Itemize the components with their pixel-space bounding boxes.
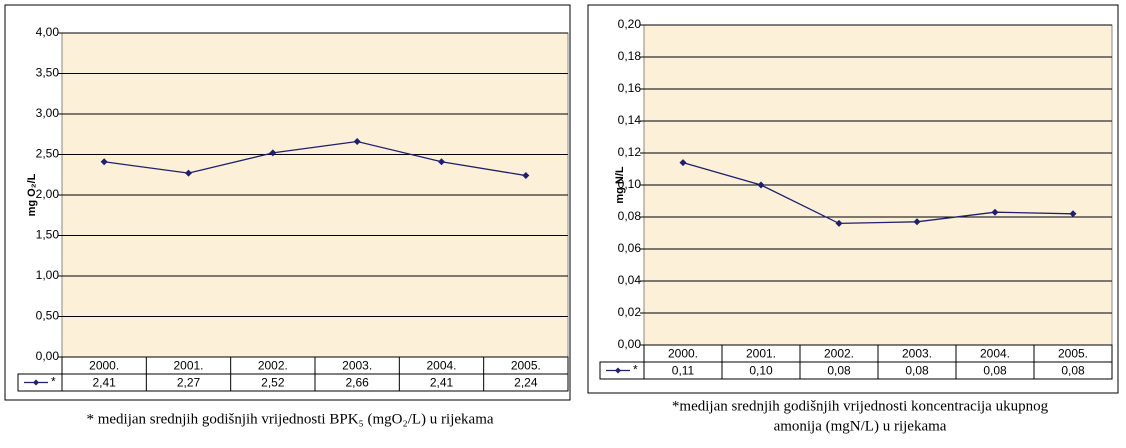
- data-point: [679, 159, 687, 167]
- value-label: 2,52: [261, 376, 285, 390]
- value-label: 0,10: [749, 364, 773, 378]
- y-tick-label: 0,10: [618, 177, 642, 191]
- data-point: [269, 149, 277, 157]
- y-tick-label: 1,50: [36, 228, 60, 242]
- data-point: [913, 218, 921, 226]
- legend-marker: [615, 367, 621, 374]
- value-label: 0,11: [672, 364, 695, 378]
- caption: amonija (mgN/L) u rijekama: [774, 418, 947, 434]
- value-label: 2,24: [514, 376, 538, 390]
- value-label: 0,08: [905, 364, 929, 378]
- y-tick-label: 2,00: [36, 187, 60, 201]
- y-axis-label: mg O₂/L: [26, 173, 38, 216]
- x-tick-label: 2002.: [258, 359, 288, 373]
- y-tick-label: 0,00: [618, 337, 642, 351]
- x-tick-label: 2004.: [980, 347, 1010, 361]
- data-point: [522, 172, 530, 180]
- x-tick-label: 2000.: [89, 359, 119, 373]
- y-tick-label: 3,00: [36, 106, 60, 120]
- value-label: 0,08: [1061, 364, 1085, 378]
- series-line: [104, 140, 526, 177]
- value-label: 0,08: [983, 364, 1007, 378]
- series-line: [682, 161, 1074, 225]
- legend-label: *: [633, 363, 638, 377]
- y-tick-label: 0,08: [618, 209, 642, 223]
- value-label: 2,66: [345, 376, 369, 390]
- x-tick-label: 2000.: [668, 347, 698, 361]
- legend-label: *: [51, 375, 56, 389]
- x-tick-label: 2002.: [824, 347, 854, 361]
- y-tick-label: 0,18: [618, 49, 642, 63]
- y-tick-label: 3,50: [36, 66, 60, 80]
- y-tick-label: 0,14: [618, 113, 642, 127]
- legend-marker: [33, 379, 39, 386]
- value-label: 2,41: [430, 376, 454, 390]
- y-tick-label: 0,50: [36, 309, 60, 323]
- data-point: [991, 208, 999, 216]
- y-tick-label: 2,50: [36, 147, 60, 161]
- x-tick-label: 2001.: [173, 359, 203, 373]
- data-point: [185, 169, 192, 177]
- data-point: [100, 158, 108, 166]
- value-label: 0,08: [827, 364, 851, 378]
- y-tick-label: 0,02: [618, 305, 642, 319]
- data-point: [757, 181, 765, 189]
- y-tick-label: 0,00: [36, 349, 60, 363]
- caption: *medijan srednjih godišnjih vrijednosti …: [672, 398, 1049, 414]
- data-point: [835, 219, 843, 227]
- value-label: 2,27: [177, 376, 201, 390]
- data-point: [438, 158, 445, 166]
- x-tick-label: 2003.: [902, 347, 932, 361]
- y-tick-label: 0,16: [618, 81, 642, 95]
- y-tick-label: 0,06: [618, 241, 642, 255]
- x-tick-label: 2001.: [746, 347, 776, 361]
- value-label: 2,41: [92, 376, 116, 390]
- data-point: [353, 138, 361, 146]
- y-tick-label: 0,20: [618, 17, 642, 31]
- y-tick-label: 4,00: [36, 25, 60, 39]
- x-tick-label: 2003.: [342, 359, 372, 373]
- x-tick-label: 2005.: [1058, 347, 1088, 361]
- y-tick-label: 1,00: [36, 268, 60, 282]
- y-tick-label: 0,12: [618, 145, 642, 159]
- y-tick-label: 0,04: [618, 273, 642, 287]
- x-tick-label: 2004.: [426, 359, 456, 373]
- data-point: [1069, 210, 1077, 218]
- caption: * medijan srednjih godišnjih vrijednosti…: [86, 411, 493, 427]
- y-axis-label: mg N/L: [614, 166, 626, 204]
- x-tick-label: 2005.: [511, 359, 541, 373]
